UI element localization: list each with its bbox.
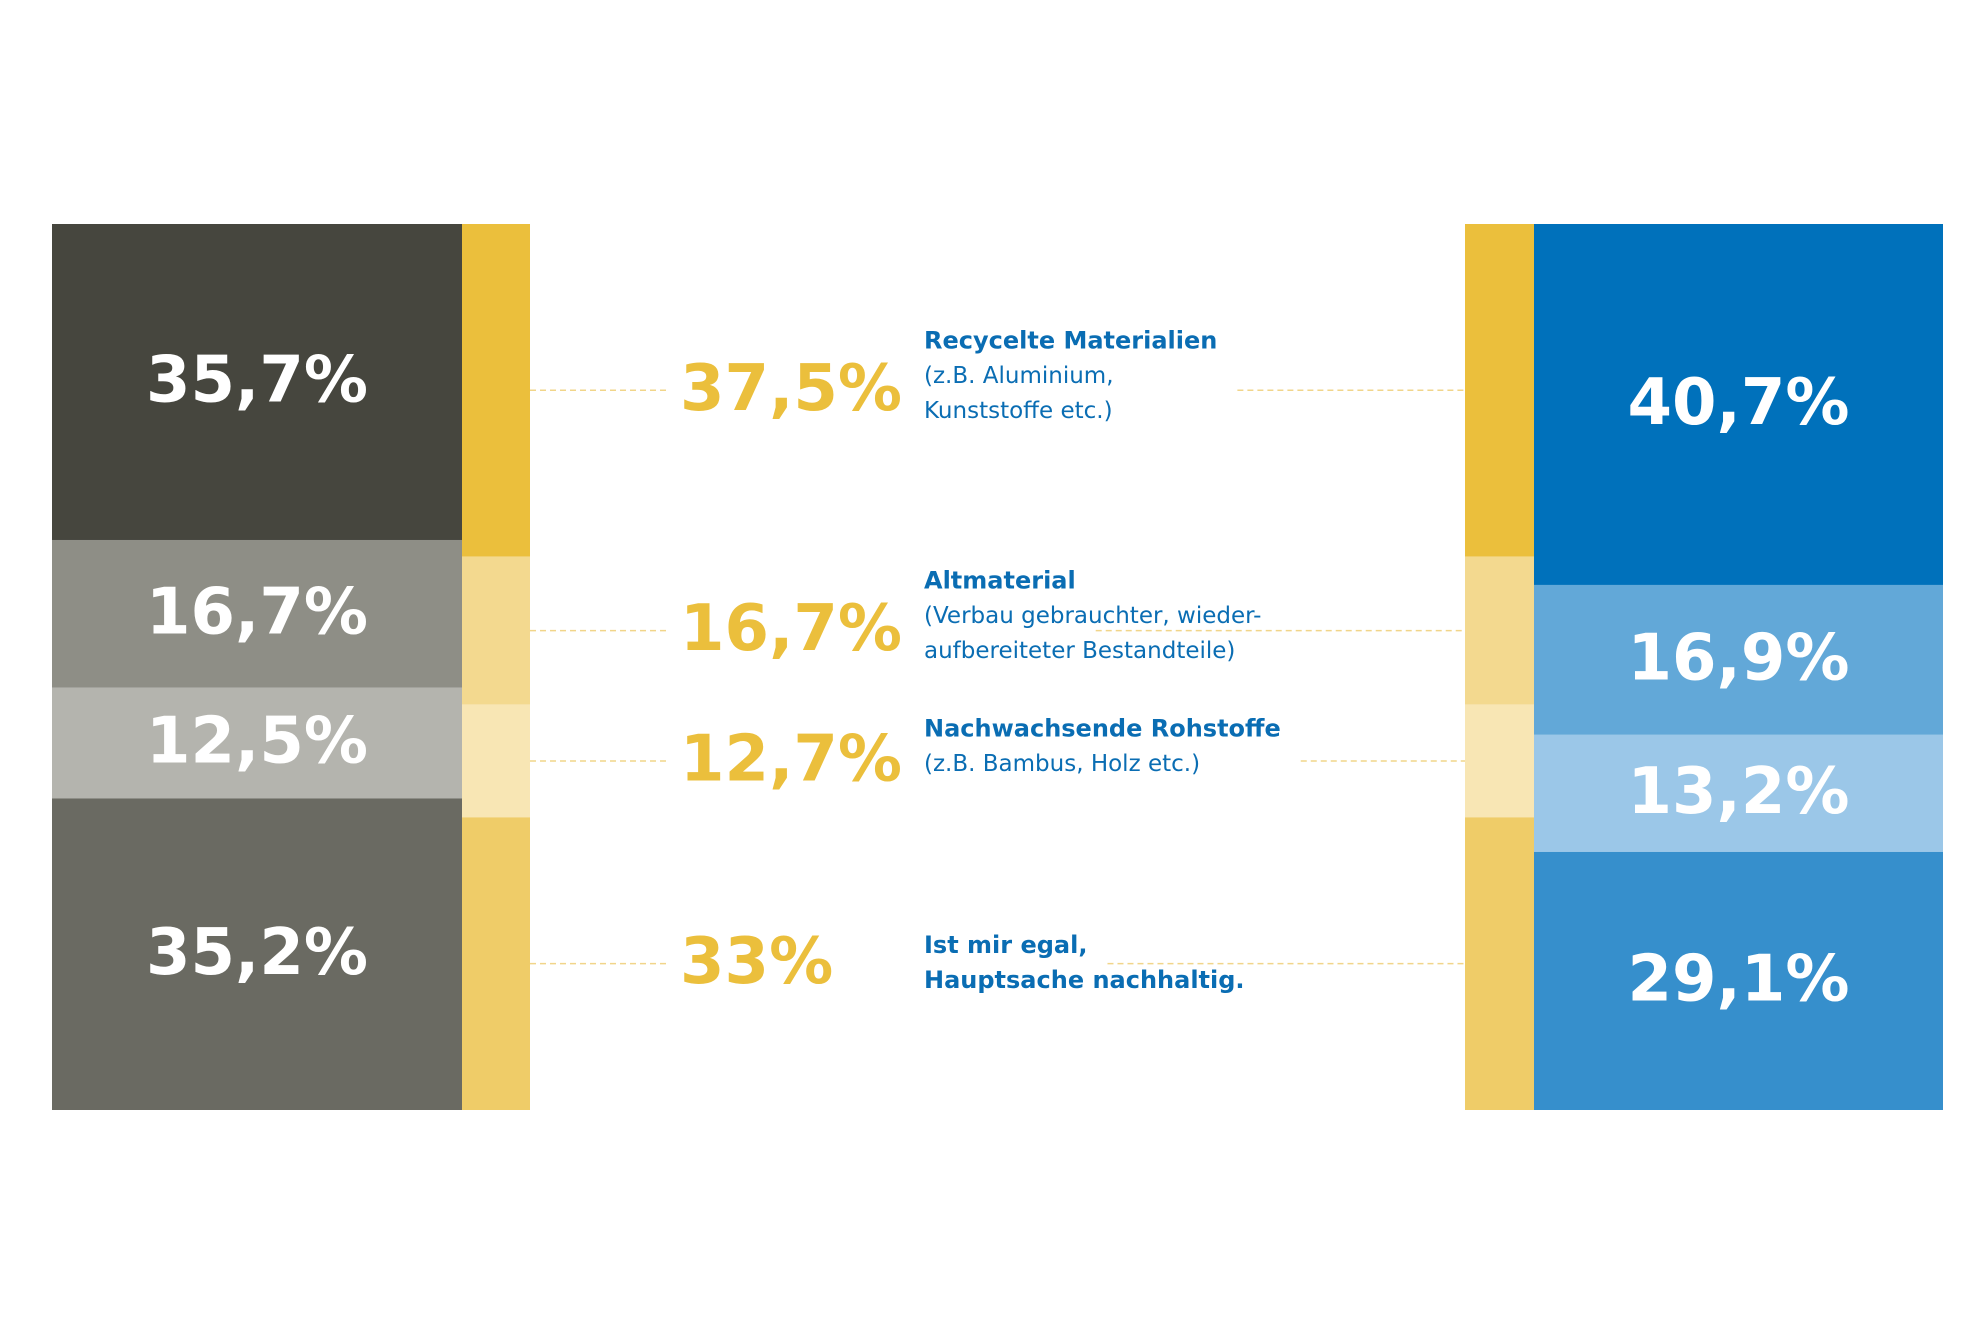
bar-segment	[52, 798, 462, 1110]
category-description: aufbereiteter Bestandteile)	[924, 638, 1235, 664]
category-description: (z.B. Bambus, Holz etc.)	[924, 751, 1200, 777]
value-label: 16,9%	[1627, 621, 1849, 695]
bar-segment	[1465, 224, 1534, 557]
bar-segment	[52, 687, 462, 799]
category-label: Altmaterial	[924, 567, 1076, 595]
bar-segment	[1534, 851, 1943, 1110]
value-label: 12,5%	[146, 705, 368, 779]
bar-segment	[462, 224, 530, 557]
category-label: Ist mir egal,	[924, 931, 1087, 959]
bar-segment	[1534, 734, 1943, 852]
value-label: 29,1%	[1627, 943, 1849, 1017]
category-description: Kunststoffe etc.)	[924, 398, 1113, 424]
bar-segment	[52, 224, 462, 540]
bar-segment	[1534, 224, 1943, 585]
bar-segment	[52, 539, 462, 688]
value-label: 37,5%	[680, 352, 902, 426]
value-label: 13,2%	[1627, 755, 1849, 829]
category-label: Hauptsache nachhaltig.	[924, 966, 1245, 994]
bar-segment	[462, 704, 530, 818]
value-label: 12,7%	[680, 723, 902, 797]
value-label: 35,2%	[146, 916, 368, 990]
category-description: (z.B. Aluminium,	[924, 363, 1114, 389]
bar-segment	[1465, 704, 1534, 818]
value-label: 16,7%	[680, 592, 902, 666]
value-label: 40,7%	[1627, 366, 1849, 440]
category-description: (Verbau gebrauchter, wieder-	[924, 603, 1261, 629]
value-label: 35,7%	[146, 344, 368, 418]
category-label: Nachwachsende Rohstoffe	[924, 715, 1281, 743]
value-label: 16,7%	[146, 575, 368, 649]
bar-segment	[1465, 817, 1534, 1110]
value-label: 33%	[680, 925, 833, 999]
category-label: Recycelte Materialien	[924, 326, 1217, 354]
bar-segment	[462, 556, 530, 705]
bar-segment	[462, 817, 530, 1110]
bar-segment	[1465, 556, 1534, 705]
bar-segment	[1534, 584, 1943, 735]
